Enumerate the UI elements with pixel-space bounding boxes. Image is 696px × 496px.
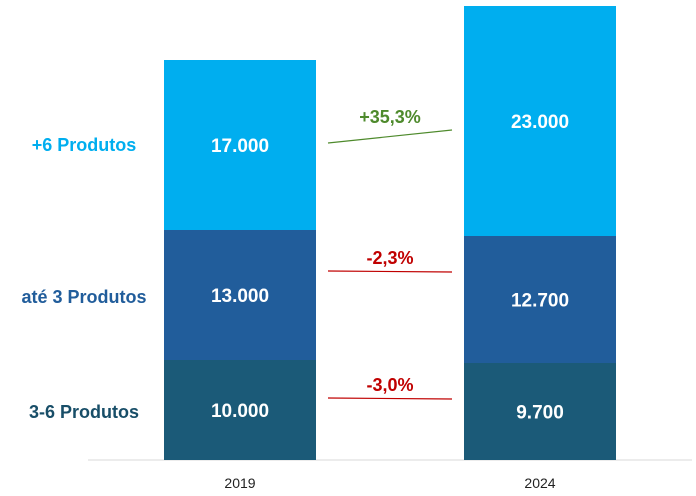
series-label-plus6-produtos: +6 Produtos bbox=[32, 135, 137, 155]
data-label-3-6-produtos-2019: 10.000 bbox=[211, 401, 269, 422]
bar-segment-3-6-produtos-2019 bbox=[164, 360, 316, 460]
data-label-plus6-produtos-2024: 23.000 bbox=[511, 112, 569, 133]
series-label-3-6-produtos: 3-6 Produtos bbox=[29, 402, 139, 422]
bar-segment-3-6-produtos-2024 bbox=[464, 363, 616, 460]
x-tick-label-2019: 2019 bbox=[224, 475, 255, 491]
bar-segment-plus6-produtos-2019 bbox=[164, 60, 316, 230]
bar-segment-plus6-produtos-2024 bbox=[464, 6, 616, 236]
change-line-ate-3-produtos bbox=[327, 270, 453, 273]
change-label-3-6-produtos: -3,0% bbox=[366, 375, 413, 395]
change-line-plus6-produtos bbox=[327, 129, 453, 144]
data-label-ate-3-produtos-2019: 13.000 bbox=[211, 286, 269, 307]
data-label-3-6-produtos-2024: 9.700 bbox=[516, 403, 564, 424]
data-label-ate-3-produtos-2024: 12.700 bbox=[511, 291, 569, 312]
series-label-ate-3-produtos: até 3 Produtos bbox=[21, 287, 146, 307]
bar-segment-ate-3-produtos-2019 bbox=[164, 230, 316, 360]
change-label-ate-3-produtos: -2,3% bbox=[366, 248, 413, 268]
change-line-3-6-produtos bbox=[327, 397, 453, 400]
data-label-plus6-produtos-2019: 17.000 bbox=[211, 136, 269, 157]
bar-segment-ate-3-produtos-2024 bbox=[464, 236, 616, 363]
change-label-plus6-produtos: +35,3% bbox=[359, 107, 421, 127]
x-tick-label-2024: 2024 bbox=[524, 475, 555, 491]
